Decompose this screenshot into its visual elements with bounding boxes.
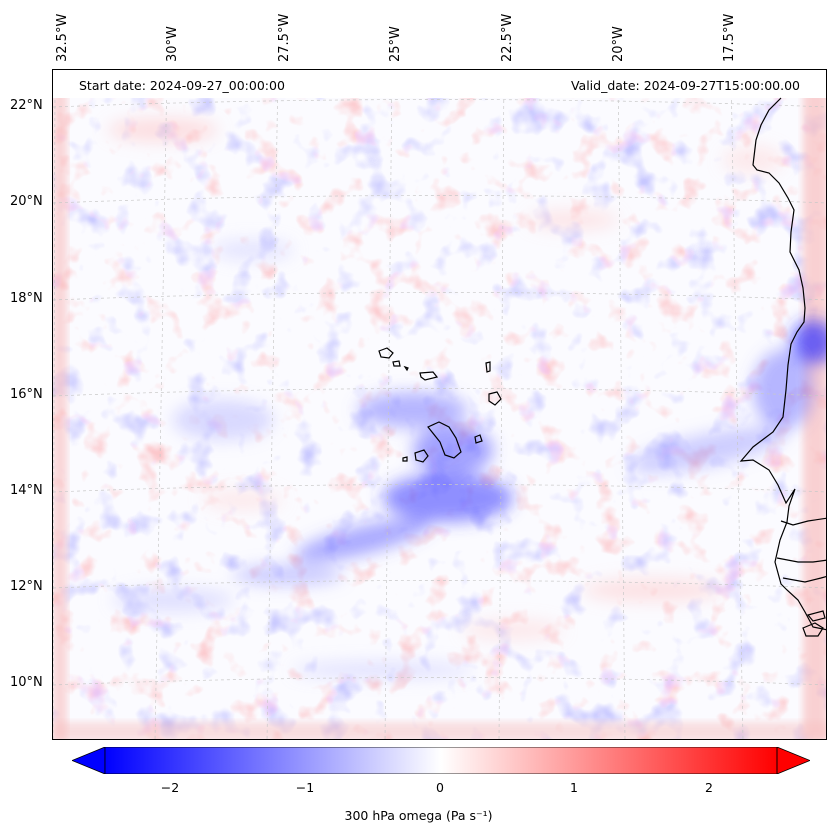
meridian-32-5w xyxy=(53,70,56,739)
island-brava xyxy=(402,456,408,462)
lat-label-14n: 14°N xyxy=(10,483,43,498)
west-africa-coastline xyxy=(739,97,826,637)
start-date-label: Start date: 2024-09-27_00:00:00 xyxy=(79,78,285,93)
lat-label-20n: 20°N xyxy=(10,194,43,209)
meridian-27-5w xyxy=(266,70,279,739)
lon-label-32-5w: 32.5°W xyxy=(55,13,70,62)
colorbar-max-extend xyxy=(776,747,810,774)
lon-label-17-5w: 17.5°W xyxy=(722,13,737,62)
colorbar-label: 300 hPa omega (Pa s⁻¹) xyxy=(344,808,493,823)
right-rim xyxy=(803,70,826,739)
island-santiago xyxy=(427,421,462,459)
meridian-17-5w xyxy=(730,70,744,739)
island-santa-luzia xyxy=(403,365,409,372)
colorbar-tick-minus-1: −1 xyxy=(295,780,315,795)
lon-label-27-5w: 27.5°W xyxy=(277,13,292,62)
omega-field-map xyxy=(53,70,826,739)
parallel-22n xyxy=(53,99,826,108)
parallel-12n xyxy=(53,580,826,589)
colorbar-tick-0: 0 xyxy=(436,780,444,795)
meridian-30w xyxy=(154,70,168,739)
island-boa-vista xyxy=(488,391,502,406)
valid-date-label: Valid_date: 2024-09-27T15:00:00.00 xyxy=(570,78,800,93)
negative-omega-band xyxy=(113,240,826,678)
meridian-25w xyxy=(384,70,393,739)
parallel-16n xyxy=(53,388,826,397)
parallel-20n xyxy=(53,195,826,204)
colorbar-min-extend xyxy=(72,747,106,774)
colorbar-tick-2: 2 xyxy=(705,780,713,795)
lon-label-20w: 20°W xyxy=(611,26,626,62)
header-strip xyxy=(53,70,826,98)
parallel-10n xyxy=(53,677,826,686)
colorbar xyxy=(72,747,810,774)
island-santo-antao xyxy=(378,347,394,359)
lat-label-16n: 16°N xyxy=(10,387,43,402)
lon-label-22-5w: 22.5°W xyxy=(500,13,515,62)
lat-label-18n: 18°N xyxy=(10,291,43,306)
meridian-22-5w xyxy=(498,70,505,739)
lat-label-12n: 12°N xyxy=(10,579,43,594)
island-sal xyxy=(485,361,491,373)
parallel-18n xyxy=(53,292,826,301)
left-rim xyxy=(53,70,67,739)
parallel-14n xyxy=(53,484,826,493)
lon-label-25w: 25°W xyxy=(388,26,403,62)
island-sao-nicolau xyxy=(419,371,439,381)
colorbar-tick-1: 1 xyxy=(570,780,578,795)
bottom-rim xyxy=(53,722,826,739)
graticule xyxy=(53,70,826,739)
lat-label-22n: 22°N xyxy=(10,98,43,113)
colorbar-gradient xyxy=(105,747,777,774)
meridian-20w xyxy=(617,70,626,739)
island-sao-vicente xyxy=(392,360,401,367)
colorbar-tick-minus-2: −2 xyxy=(160,780,180,795)
island-maio xyxy=(474,434,483,444)
lon-label-30w: 30°W xyxy=(165,26,180,62)
cape-verde-islands xyxy=(378,347,502,463)
lat-label-10n: 10°N xyxy=(10,675,43,690)
island-fogo xyxy=(414,449,429,463)
map-panel xyxy=(52,69,827,740)
